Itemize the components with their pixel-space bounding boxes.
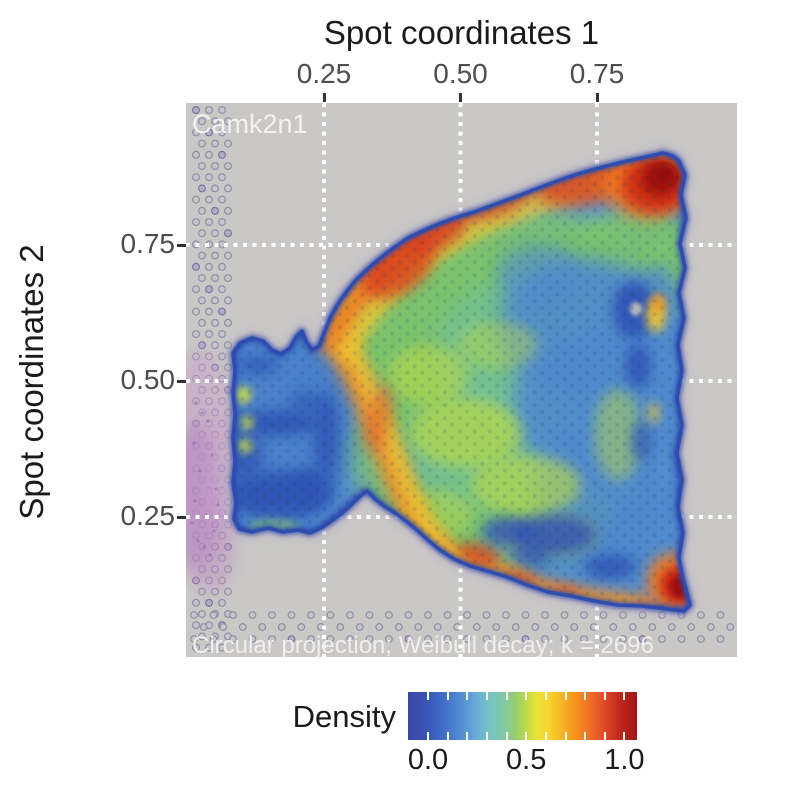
legend-tick-mark <box>584 692 587 700</box>
legend-tick-mark <box>505 692 508 700</box>
y-tick-label: 0.50 <box>120 364 176 395</box>
x-tick-label: 0.50 <box>433 58 488 89</box>
legend-tick-mark <box>505 732 508 740</box>
y-tick-mark <box>177 379 186 383</box>
x-tick-mark <box>459 93 462 102</box>
density-heatmap-canvas: Camk2n1 Circular projection; Weibull deca… <box>170 103 737 659</box>
legend-tick-mark <box>427 692 430 700</box>
legend-tick-mark <box>427 732 430 740</box>
y-tick-label: 0.25 <box>120 500 176 531</box>
legend-tick-mark <box>603 692 606 700</box>
legend-tick-label: 1.0 <box>604 744 645 776</box>
x-tick-mark <box>322 93 326 102</box>
legend-tick-mark <box>544 692 547 700</box>
legend-tick-mark <box>446 732 449 740</box>
gene-annotation-label: Camk2n1 <box>192 109 308 139</box>
legend-colorbar <box>408 692 637 740</box>
y-tick-mark <box>177 243 186 247</box>
x-tick-label: 0.25 <box>296 58 352 89</box>
x-tick-label: 0.75 <box>569 58 625 89</box>
legend-tick-mark <box>623 692 626 700</box>
legend-title: Density <box>292 699 396 734</box>
legend-tick-mark <box>544 732 547 740</box>
blob-outline <box>231 151 692 613</box>
caption-label: Circular projection; Weibull decay; k = … <box>192 632 654 657</box>
legend-tick-mark <box>564 692 567 700</box>
density-blob <box>233 153 690 611</box>
y-tick-label: 0.75 <box>120 228 176 259</box>
legend-tick-mark <box>466 692 469 700</box>
legend-tick-label: 0.5 <box>506 744 547 776</box>
legend-tick-mark <box>485 732 488 740</box>
legend-tick-mark <box>584 732 587 740</box>
legend-tick-mark <box>525 732 528 740</box>
legend-tick-mark <box>525 692 528 700</box>
legend-tick-mark <box>466 732 469 740</box>
y-tick-mark <box>177 515 186 519</box>
legend-tick-mark <box>623 732 626 740</box>
legend-tick-mark <box>446 692 449 700</box>
legend-tick-mark <box>603 732 606 740</box>
legend-tick-mark <box>564 732 567 740</box>
legend-tick-mark <box>485 692 488 700</box>
y-axis-title: Spot coordinates 2 <box>13 244 50 520</box>
plot-panel: Camk2n1 Circular projection; Weibull deca… <box>170 103 737 659</box>
x-axis-title: Spot coordinates 1 <box>323 14 600 51</box>
legend-tick-label: 0.0 <box>407 744 449 776</box>
x-tick-mark <box>595 93 599 102</box>
